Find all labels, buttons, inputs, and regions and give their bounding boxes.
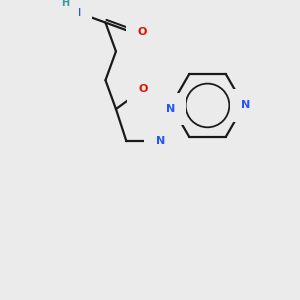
Text: N: N [72, 8, 81, 18]
Text: O: O [137, 27, 147, 37]
Text: N: N [166, 104, 175, 114]
Text: H: H [61, 0, 69, 8]
Text: O: O [139, 84, 148, 94]
Text: N: N [241, 100, 250, 110]
Text: N: N [156, 136, 165, 146]
